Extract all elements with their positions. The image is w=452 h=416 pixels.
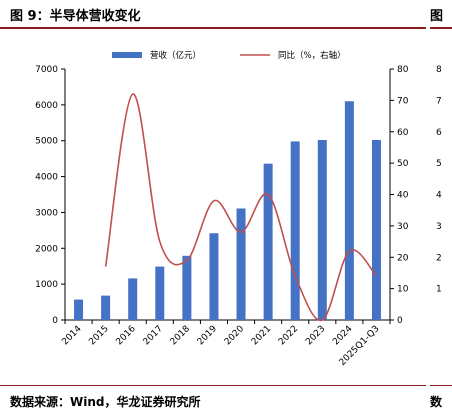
right-y-tick-label: 70: [397, 96, 409, 106]
revenue-bar: [344, 101, 354, 321]
x-tick-label: 2022: [277, 324, 300, 347]
left-y-tick-label: 7000: [35, 65, 58, 75]
adjacent-figure-title-fragment: 图: [430, 9, 444, 24]
x-tick-label: 2017: [142, 324, 165, 347]
revenue-bar: [371, 139, 381, 320]
revenue-bar: [317, 139, 327, 320]
adjacent-panel-tick-label: 5: [436, 159, 442, 169]
adjacent-panel-tick-label: 2: [436, 253, 442, 263]
x-tick-label: 2018: [169, 324, 192, 347]
adjacent-panel-tick-label: 6: [436, 128, 442, 138]
right-y-tick-label: 50: [397, 159, 409, 169]
right-y-tick-label: 20: [397, 253, 409, 263]
data-source-note: 数据来源：Wind，华龙证券研究所: [10, 395, 201, 409]
revenue-bar: [74, 299, 84, 320]
right-y-tick-label: 30: [397, 222, 409, 232]
title-divider: [0, 27, 426, 29]
revenue-bar: [263, 163, 273, 320]
legend-label-yoy: 同比（%，右轴）: [278, 50, 346, 61]
legend-swatch-revenue: [112, 52, 142, 58]
revenue-bar: [155, 266, 165, 320]
revenue-bar: [182, 255, 192, 320]
figure-title: 图 9：半导体营收变化: [10, 9, 141, 24]
x-tick-label: 2020: [223, 324, 246, 347]
left-y-tick-label: 6000: [35, 101, 58, 111]
left-y-tick-label: 3000: [35, 208, 58, 218]
revenue-bar: [128, 278, 138, 320]
x-tick-label: 2015: [87, 324, 110, 347]
adjacent-title-divider: [430, 27, 452, 29]
x-tick-label: 2024: [331, 324, 354, 347]
right-y-tick-label: 80: [397, 65, 409, 75]
revenue-bar: [209, 233, 219, 320]
yoy-growth-line: [104, 93, 378, 321]
source-divider: [0, 385, 426, 386]
right-y-tick-label: 60: [397, 128, 409, 138]
revenue-bar: [290, 141, 300, 320]
adjacent-source-fragment: 数: [430, 395, 443, 409]
adjacent-panel-tick-label: 1: [436, 285, 442, 295]
revenue-bar: [101, 295, 111, 320]
adjacent-source-divider: [430, 385, 452, 386]
adjacent-panel-tick-label: 3: [436, 222, 442, 232]
right-y-tick-label: 40: [397, 191, 409, 201]
adjacent-panel-tick-label: 4: [436, 191, 442, 201]
x-tick-label: 2014: [60, 324, 83, 347]
right-y-tick-label: 10: [397, 285, 409, 295]
x-tick-label: 2019: [196, 324, 219, 347]
revenue-bar: [236, 208, 246, 320]
left-y-tick-label: 5000: [35, 137, 58, 147]
left-y-tick-label: 4000: [35, 173, 58, 183]
left-y-tick-label: 2000: [35, 244, 58, 254]
left-y-tick-label: 1000: [35, 280, 58, 290]
legend-label-revenue: 营收（亿元）: [150, 50, 201, 61]
x-tick-label: 2021: [250, 324, 273, 347]
x-tick-label: 2023: [304, 324, 327, 347]
adjacent-panel-tick-label: 8: [436, 65, 442, 75]
right-y-tick-label: 0: [397, 316, 403, 326]
adjacent-panel-tick-label: 7: [436, 96, 442, 106]
left-y-tick-label: 0: [52, 316, 58, 326]
x-tick-label: 2016: [115, 324, 138, 347]
